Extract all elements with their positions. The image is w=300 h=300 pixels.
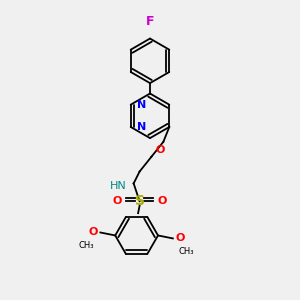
Text: O: O xyxy=(176,233,185,243)
Text: F: F xyxy=(146,15,154,28)
Text: O: O xyxy=(112,196,122,206)
Text: HN: HN xyxy=(110,182,126,191)
Text: O: O xyxy=(88,227,98,238)
Text: N: N xyxy=(136,122,146,132)
Text: O: O xyxy=(158,196,167,206)
Text: S: S xyxy=(135,194,145,208)
Text: N: N xyxy=(136,100,146,110)
Text: CH₃: CH₃ xyxy=(79,242,94,250)
Text: CH₃: CH₃ xyxy=(179,247,194,256)
Text: O: O xyxy=(156,145,165,155)
